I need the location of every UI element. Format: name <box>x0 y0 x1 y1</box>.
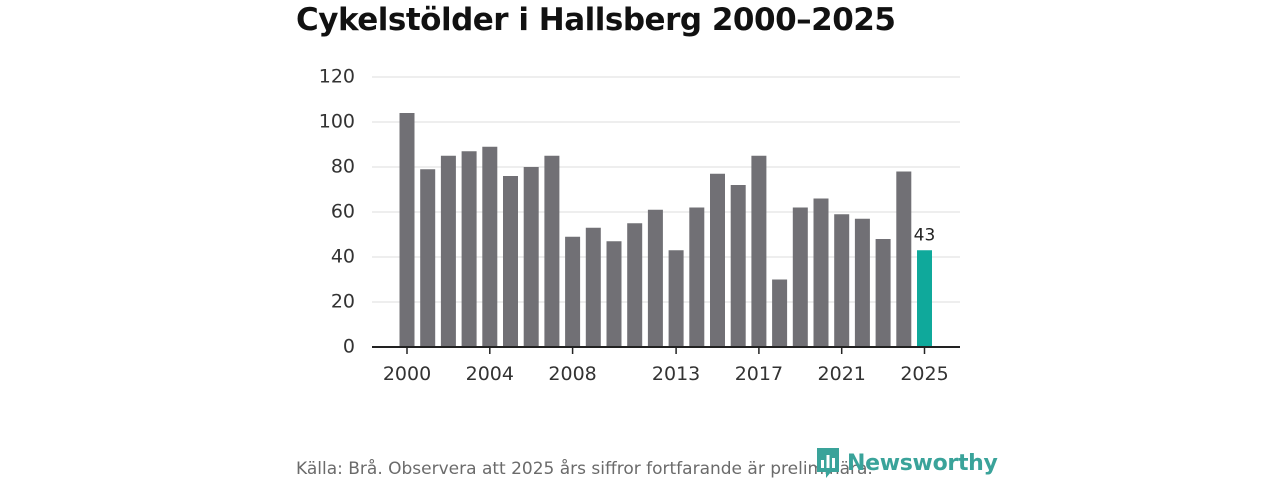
bar <box>668 250 684 347</box>
bar <box>896 171 912 347</box>
x-tick-label: 2021 <box>818 363 866 385</box>
x-tick-label: 2025 <box>900 363 948 385</box>
x-tick-label: 2017 <box>735 363 783 385</box>
newsworthy-logo-icon <box>817 448 839 478</box>
bar <box>813 198 829 347</box>
bar <box>730 185 746 347</box>
chart-title: Cykelstölder i Hallsberg 2000–2025 <box>296 2 896 38</box>
source-note: Källa: Brå. Observera att 2025 års siffr… <box>296 459 873 479</box>
bar <box>854 218 870 347</box>
bar <box>875 239 891 347</box>
bar <box>503 176 518 347</box>
y-tick-label: 100 <box>319 111 355 133</box>
bar <box>420 169 436 347</box>
bar <box>772 279 788 347</box>
y-tick-label: 60 <box>331 201 355 223</box>
bar <box>482 146 498 347</box>
bar-highlight <box>917 250 932 347</box>
y-tick-label: 40 <box>331 246 355 268</box>
bar <box>834 214 850 347</box>
bar <box>710 173 725 347</box>
bar <box>647 209 663 347</box>
labels: 0 20 40 60 80 100 120 43 2000 2004 2008 2013 2017 202… <box>319 66 949 386</box>
x-tick-label: 2013 <box>652 363 700 385</box>
logo-text: Newsworthy <box>847 450 998 476</box>
bar <box>792 207 808 347</box>
bar <box>751 155 767 347</box>
bar <box>461 151 477 347</box>
x-tick-label: 2004 <box>466 363 514 385</box>
bar <box>565 236 581 347</box>
newsworthy-logo[interactable]: Newsworthy <box>815 446 998 480</box>
bar-chart: 0 20 40 60 80 100 120 43 2000 2004 2008 2013 2017 202… <box>319 66 960 386</box>
bar <box>399 113 415 347</box>
data-label: 43 <box>914 225 936 245</box>
y-tick-label: 0 <box>343 336 355 358</box>
bars <box>399 113 932 347</box>
bar <box>544 155 560 347</box>
bar <box>627 223 643 347</box>
bar <box>440 155 456 347</box>
bar <box>523 167 539 347</box>
y-tick-label: 120 <box>319 66 355 88</box>
y-tick-label: 20 <box>331 291 355 313</box>
bar <box>606 241 622 347</box>
grid-lines <box>372 76 960 303</box>
x-tick-label: 2008 <box>548 363 596 385</box>
axes <box>372 346 960 354</box>
y-tick-label: 80 <box>331 156 355 178</box>
bar <box>689 207 705 347</box>
x-tick-label: 2000 <box>383 363 431 385</box>
bar <box>585 227 601 347</box>
